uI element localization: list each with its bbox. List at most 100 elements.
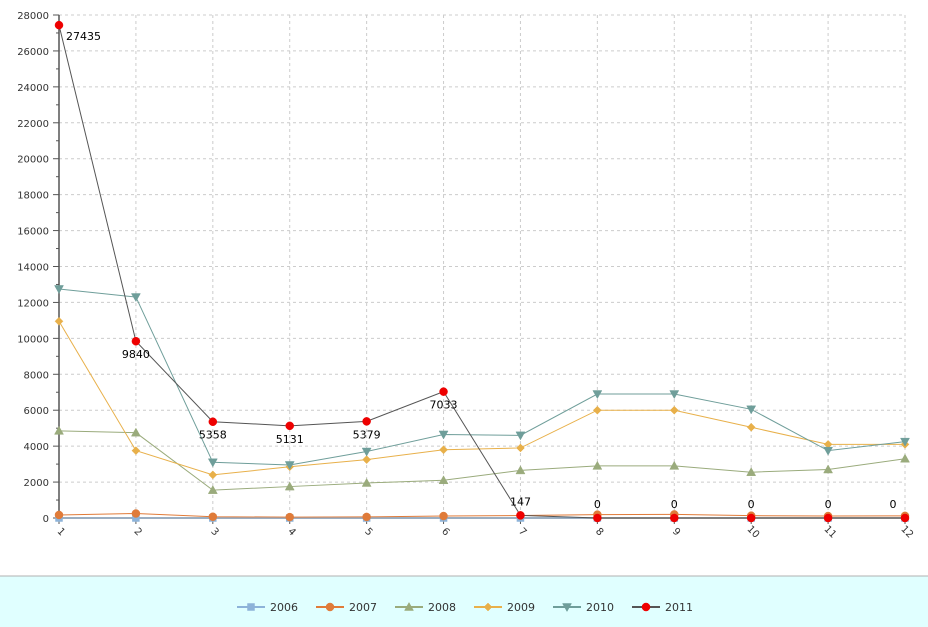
- data-label-2011: 9840: [122, 348, 150, 361]
- data-point-2011: [208, 417, 218, 426]
- series-line-2010: [58, 288, 906, 466]
- data-point-2009: [593, 405, 602, 415]
- data-point-2009: [208, 470, 218, 480]
- y-tick-label: 16000: [17, 227, 49, 238]
- x-tick-label: 10: [745, 524, 762, 541]
- legend-label: 2006: [270, 601, 298, 614]
- series-line-2009: [58, 321, 905, 476]
- legend-label: 2008: [428, 601, 456, 614]
- legend-label: 2011: [665, 601, 693, 614]
- x-tick-label: 9: [670, 526, 682, 538]
- data-point-2010: [361, 447, 372, 457]
- data-point-2011: [516, 511, 525, 520]
- legend-item-2008: 2008: [395, 601, 456, 614]
- y-tick-label: 18000: [17, 191, 49, 202]
- data-point-2009: [131, 446, 141, 455]
- series-line-2008: [58, 430, 906, 491]
- data-point-2008: [54, 425, 64, 435]
- y-tick-label: 0: [43, 514, 49, 525]
- data-label-2011: 5358: [199, 429, 227, 442]
- data-point-2008: [130, 427, 141, 437]
- y-tick-label: 22000: [17, 119, 49, 130]
- data-point-2011: [823, 513, 833, 523]
- data-point-2011: [900, 513, 910, 523]
- x-tick-label: 8: [593, 526, 605, 538]
- legend-swatch-marker: [247, 603, 255, 611]
- data-point-2011: [746, 513, 756, 523]
- data-labels: 27435 9840 5358 5131 5379 7033 147 0 0 0 0 0: [66, 30, 897, 511]
- data-point-2009: [362, 455, 371, 464]
- x-tick-label: 1: [55, 526, 67, 538]
- data-label-2011: 0: [748, 498, 755, 511]
- data-label-2011: 27435: [66, 30, 101, 43]
- legend-swatch-marker: [404, 601, 414, 611]
- data-point-2011: [54, 20, 64, 30]
- grid: [59, 14, 906, 518]
- x-tick-label: 6: [439, 526, 451, 538]
- data-point-2008: [438, 475, 449, 485]
- y-tick-label: 4000: [24, 442, 49, 453]
- data-point-2010: [54, 285, 64, 294]
- y-tick-label: 14000: [17, 263, 49, 274]
- data-point-2010: [207, 458, 218, 468]
- data-point-2008: [207, 485, 218, 494]
- y-tick-label: 2000: [24, 478, 49, 489]
- data-point-2008: [746, 467, 757, 476]
- x-tick-label: 12: [898, 524, 915, 541]
- data-point-2007: [131, 509, 141, 518]
- legend-background: [0, 576, 928, 627]
- x-tick-label: 3: [208, 526, 220, 538]
- data-point-2009: [746, 422, 756, 432]
- legend-item-2009: 2009: [474, 601, 535, 614]
- x-tick-label: 2: [132, 526, 144, 538]
- data-point-2009: [439, 445, 448, 455]
- data-point-2010: [438, 430, 449, 440]
- y-tick-label: 8000: [24, 370, 49, 381]
- series-2010: [54, 285, 910, 471]
- x-tick-label: 4: [285, 526, 297, 538]
- legend-item-2010: 2010: [553, 601, 614, 614]
- y-tick-label: 12000: [17, 298, 49, 309]
- data-point-2011: [362, 417, 371, 426]
- y-tick-label: 20000: [17, 155, 49, 166]
- data-point-2010: [515, 431, 526, 441]
- series-2011: [54, 20, 910, 523]
- data-point-2009: [516, 443, 525, 453]
- data-point-2010: [900, 437, 910, 447]
- data-point-2011: [439, 387, 448, 396]
- legend-item-2006: 2006: [237, 601, 298, 614]
- data-point-2007: [439, 511, 448, 521]
- data-label-2011: 5131: [276, 433, 304, 446]
- data-point-2009: [54, 316, 64, 326]
- data-label-2011: 7033: [430, 399, 458, 412]
- data-point-2010: [823, 446, 834, 456]
- x-tick-label: 11: [821, 524, 838, 541]
- x-tick-label: 5: [362, 526, 374, 538]
- data-point-2008: [515, 465, 526, 475]
- data-point-2008: [592, 460, 603, 470]
- legend-swatch-marker: [641, 602, 651, 612]
- series-area: [54, 20, 910, 523]
- data-label-2011: 147: [510, 495, 531, 508]
- legend-label: 2009: [507, 601, 535, 614]
- legend-swatch-marker: [325, 602, 335, 612]
- legend-label: 2007: [349, 601, 377, 614]
- axes: 0200040006000800010000120001400016000180…: [17, 11, 915, 541]
- legend: 2006 2007 2008 2009 2010 2011: [237, 601, 693, 614]
- data-point-2010: [746, 405, 757, 415]
- data-point-2008: [823, 464, 834, 474]
- data-point-2008: [284, 481, 295, 491]
- data-label-2011: 0: [825, 498, 832, 511]
- data-point-2007: [54, 510, 64, 520]
- legend-swatch-marker: [562, 603, 572, 613]
- data-point-2011: [593, 513, 602, 523]
- x-tick-label: 7: [516, 526, 528, 538]
- data-point-2008: [361, 477, 372, 487]
- data-label-2011: 0: [594, 498, 601, 511]
- data-point-2007: [285, 512, 294, 522]
- legend-swatch-marker: [483, 602, 493, 612]
- data-point-2010: [592, 390, 603, 400]
- data-point-2007: [362, 512, 371, 522]
